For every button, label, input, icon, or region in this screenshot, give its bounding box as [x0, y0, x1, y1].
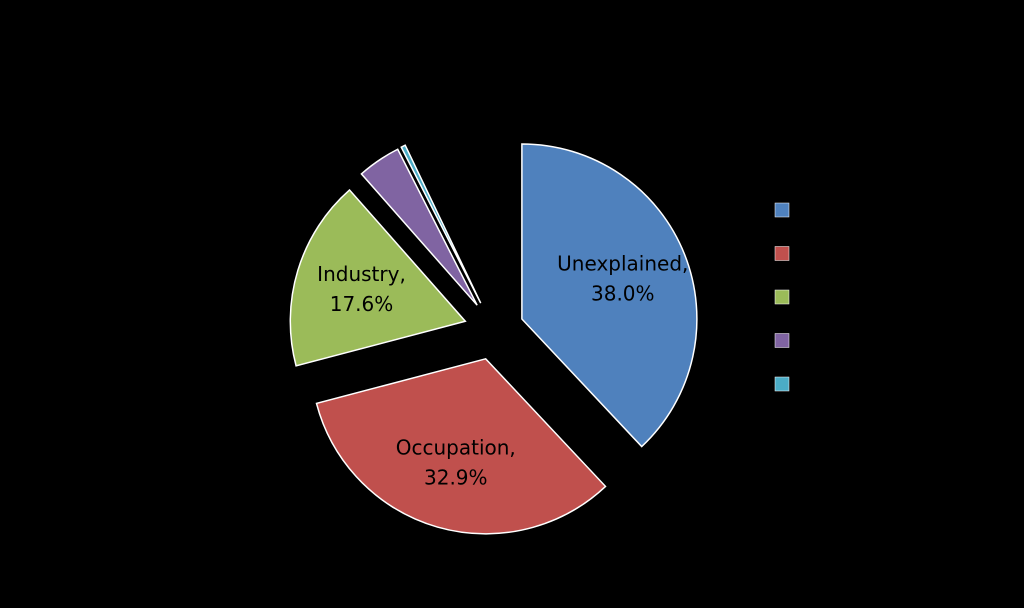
pie-slice	[360, 148, 478, 306]
data-label-value: 32.9%	[424, 466, 488, 490]
legend	[774, 202, 790, 392]
data-label-value: 17.6%	[330, 292, 394, 316]
pie-slice	[400, 144, 482, 304]
pie-slice	[315, 357, 607, 535]
legend-swatch	[774, 246, 790, 261]
legend-swatch	[774, 376, 790, 392]
legend-swatch	[774, 333, 790, 348]
pie-slice	[521, 143, 698, 448]
data-label-category: Unexplained,	[557, 252, 688, 276]
legend-swatch	[774, 202, 790, 218]
data-label-value: 38.0%	[591, 282, 655, 306]
data-label-category: Industry,	[317, 262, 406, 286]
data-label-category: Occupation,	[396, 436, 516, 460]
legend-swatch	[774, 289, 790, 305]
pie-slice	[289, 188, 467, 367]
